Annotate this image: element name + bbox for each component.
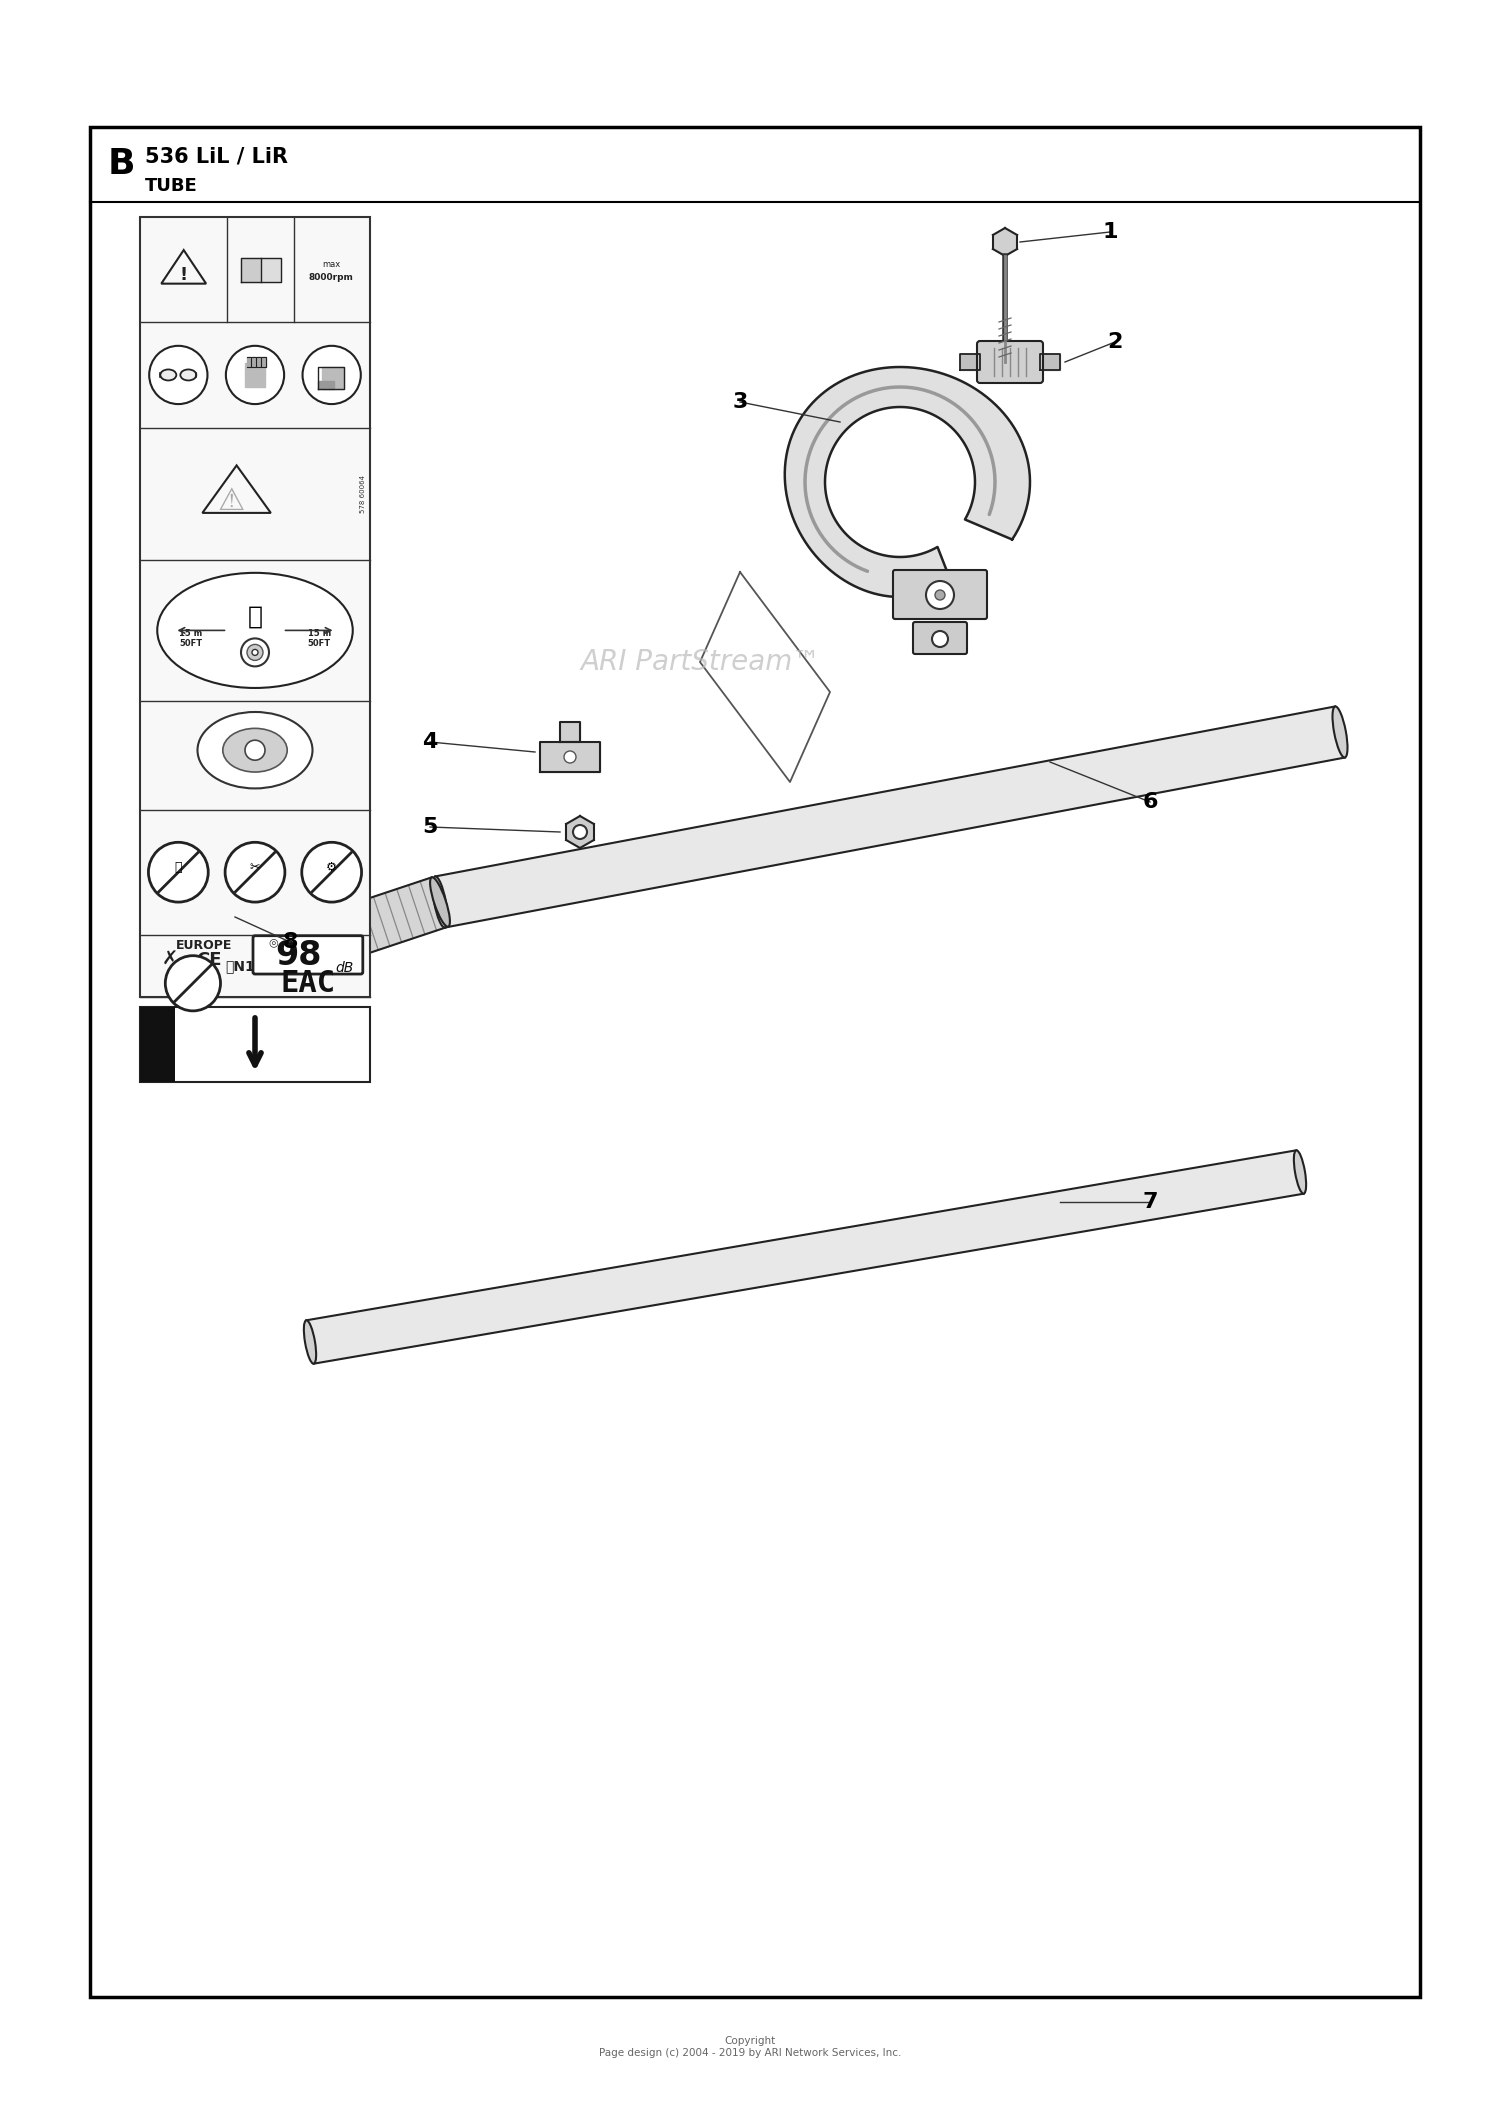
Text: ✂: ✂ xyxy=(249,860,261,874)
Circle shape xyxy=(244,740,266,761)
Ellipse shape xyxy=(180,370,196,380)
Ellipse shape xyxy=(304,1320,316,1364)
Polygon shape xyxy=(321,368,344,389)
Polygon shape xyxy=(252,357,257,368)
Polygon shape xyxy=(566,816,580,832)
Text: 8000rpm: 8000rpm xyxy=(309,273,354,282)
Bar xyxy=(140,1007,370,1083)
Text: 7: 7 xyxy=(1143,1192,1158,1213)
Circle shape xyxy=(242,639,268,666)
Text: 🚶: 🚶 xyxy=(248,605,262,628)
Polygon shape xyxy=(580,824,594,841)
FancyBboxPatch shape xyxy=(892,570,987,618)
Polygon shape xyxy=(256,357,261,368)
Polygon shape xyxy=(318,380,333,389)
Polygon shape xyxy=(248,357,250,368)
Text: ✗: ✗ xyxy=(162,950,178,969)
Text: ⚠: ⚠ xyxy=(217,488,246,517)
Polygon shape xyxy=(960,353,980,370)
Circle shape xyxy=(226,347,284,404)
Polygon shape xyxy=(566,832,580,847)
Circle shape xyxy=(934,591,945,599)
Text: !: ! xyxy=(180,265,188,284)
Text: 🔧: 🔧 xyxy=(174,860,182,874)
Text: 2: 2 xyxy=(1107,332,1122,351)
Circle shape xyxy=(248,645,262,660)
Text: 4: 4 xyxy=(423,731,438,753)
Ellipse shape xyxy=(430,877,450,927)
Circle shape xyxy=(302,843,362,902)
Polygon shape xyxy=(240,259,261,282)
Circle shape xyxy=(252,650,258,656)
Bar xyxy=(90,126,1420,1997)
Text: 578 60064: 578 60064 xyxy=(360,475,366,513)
Text: EUROPE: EUROPE xyxy=(176,940,232,952)
Text: CE: CE xyxy=(196,950,222,969)
Polygon shape xyxy=(1040,353,1060,370)
Text: Copyright
Page design (c) 2004 - 2019 by ARI Network Services, Inc.: Copyright Page design (c) 2004 - 2019 by… xyxy=(598,2037,902,2058)
Polygon shape xyxy=(784,368,1030,597)
Circle shape xyxy=(148,347,207,404)
FancyBboxPatch shape xyxy=(254,935,363,973)
Ellipse shape xyxy=(160,370,177,380)
Polygon shape xyxy=(580,832,594,847)
Polygon shape xyxy=(262,357,266,368)
Ellipse shape xyxy=(224,729,286,771)
Text: ◎: ◎ xyxy=(268,937,279,948)
Polygon shape xyxy=(222,877,448,996)
Circle shape xyxy=(148,843,208,902)
Circle shape xyxy=(564,750,576,763)
Circle shape xyxy=(926,580,954,610)
FancyBboxPatch shape xyxy=(914,622,968,654)
Text: dB: dB xyxy=(336,961,354,975)
Ellipse shape xyxy=(198,713,312,788)
Text: 8: 8 xyxy=(282,931,297,952)
Text: 15 m
50FT: 15 m 50FT xyxy=(178,628,203,647)
Ellipse shape xyxy=(158,574,352,687)
Ellipse shape xyxy=(432,877,447,927)
Text: 536 LiL / LiR: 536 LiL / LiR xyxy=(146,147,288,166)
Circle shape xyxy=(573,824,586,839)
Circle shape xyxy=(225,843,285,902)
Bar xyxy=(140,1007,176,1083)
Polygon shape xyxy=(540,742,600,771)
Polygon shape xyxy=(560,721,580,742)
Text: max: max xyxy=(322,261,340,269)
Text: 98: 98 xyxy=(276,940,322,971)
Circle shape xyxy=(932,631,948,647)
Text: EAC: EAC xyxy=(280,969,336,998)
Text: ARI PartStream™: ARI PartStream™ xyxy=(580,647,820,677)
Ellipse shape xyxy=(1294,1150,1306,1194)
Ellipse shape xyxy=(1332,706,1347,757)
Polygon shape xyxy=(566,824,580,841)
Text: 1: 1 xyxy=(1102,223,1118,242)
Bar xyxy=(140,217,370,996)
Circle shape xyxy=(165,956,220,1011)
Text: 6: 6 xyxy=(1143,792,1158,811)
Circle shape xyxy=(303,347,362,404)
FancyBboxPatch shape xyxy=(976,341,1042,383)
Text: ⚙: ⚙ xyxy=(326,860,338,874)
Text: ⓔN1485: ⓔN1485 xyxy=(225,959,285,973)
Polygon shape xyxy=(993,227,1017,256)
Text: 5: 5 xyxy=(423,818,438,837)
Polygon shape xyxy=(435,706,1346,927)
Text: TUBE: TUBE xyxy=(146,177,198,195)
Text: B: B xyxy=(108,147,135,181)
Polygon shape xyxy=(261,259,280,282)
Polygon shape xyxy=(306,1150,1304,1364)
Text: 3: 3 xyxy=(732,391,747,412)
Text: 15 m
50FT: 15 m 50FT xyxy=(308,628,332,647)
Polygon shape xyxy=(580,816,594,832)
